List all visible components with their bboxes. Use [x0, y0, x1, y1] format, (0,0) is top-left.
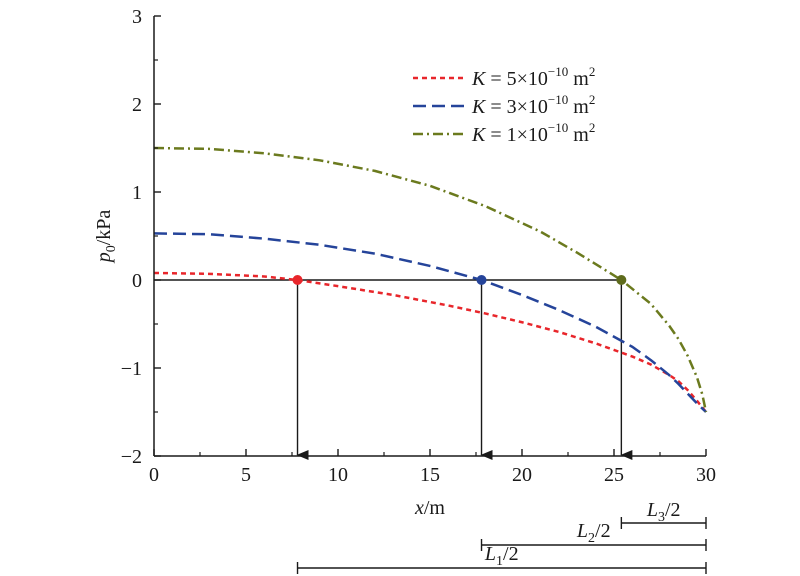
y-tick-label: −1: [121, 358, 142, 380]
y-tick-label: 2: [132, 94, 142, 116]
length-spans: L1/2 L2/2 L3/2: [296, 499, 707, 574]
y-tick-label: −2: [121, 446, 142, 468]
x-axis-label: x/m: [414, 497, 445, 519]
legend-label-1: K = 5×10−10 m2: [471, 64, 595, 90]
series-line-1: [153, 271, 707, 413]
plot-area: [153, 146, 708, 460]
y-tick-label: 1: [132, 182, 142, 204]
y-axis-label: p0/kPa: [93, 210, 119, 265]
span-label-1: L1/2: [484, 543, 519, 569]
intersection-point-3: [616, 275, 627, 285]
series-line-2: [153, 232, 707, 413]
intersection-point-2: [476, 275, 487, 285]
y-tick-label: 0: [132, 270, 142, 292]
legend-entry-3: K = 1×10−10 m2: [413, 120, 595, 146]
legend-label-2: K = 3×10−10 m2: [471, 92, 595, 118]
x-tick-label: 10: [328, 464, 348, 486]
ticks: 0 5 10 15 20 25 30 −2 −1 0 1 2 3: [121, 6, 716, 486]
y-tick-label: 3: [132, 6, 142, 28]
x-tick-label: 30: [696, 464, 716, 486]
x-tick-label: 0: [149, 464, 159, 486]
span-label-2: L2/2: [576, 520, 611, 546]
x-tick-label: 5: [241, 464, 251, 486]
x-tick-label: 25: [604, 464, 624, 486]
series-line-3: [153, 146, 708, 413]
legend-entry-1: K = 5×10−10 m2: [413, 64, 595, 90]
legend-label-3: K = 1×10−10 m2: [471, 120, 595, 146]
span-label-3: L3/2: [646, 499, 681, 525]
x-tick-label: 15: [420, 464, 440, 486]
intersection-point-1: [292, 275, 303, 285]
legend: K = 5×10−10 m2 K = 3×10−10 m2 K = 1×10−1…: [413, 64, 595, 146]
legend-entry-2: K = 3×10−10 m2: [413, 92, 595, 118]
x-tick-label: 20: [512, 464, 532, 486]
